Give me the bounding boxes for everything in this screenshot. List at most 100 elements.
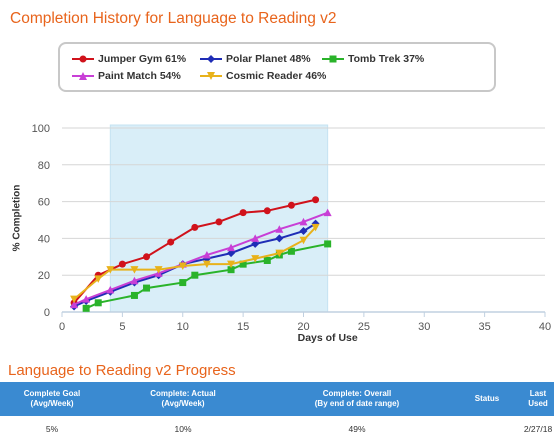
data-point	[191, 223, 199, 231]
completion-line-chart: 0 20 40 60 80 100 0 5 10 15 20 25 30 35 40 Days of Use	[32, 123, 551, 344]
legend-marker-triangle-down-icon	[200, 72, 222, 80]
y-tick-label: 20	[38, 270, 50, 282]
x-axis-title: Days of Use	[298, 332, 358, 344]
data-point	[130, 266, 139, 274]
y-tick-label: 100	[32, 123, 50, 135]
cell-status	[452, 416, 522, 442]
header-complete-overall: Complete: Overall (By end of date range)	[262, 382, 452, 416]
header-main: Complete Goal	[23, 389, 81, 398]
legend-label: Jumper Gym 61%	[98, 53, 187, 65]
y-tick-label: 80	[38, 160, 50, 172]
x-tick-label: 5	[119, 321, 125, 333]
data-point	[106, 266, 115, 274]
header-complete-actual: Complete: Actual (Avg/Week)	[104, 382, 262, 416]
data-point	[251, 255, 260, 263]
data-point	[227, 249, 236, 258]
series-line	[73, 226, 317, 300]
data-point	[130, 291, 138, 299]
header-complete-goal: Complete Goal (Avg/Week)	[0, 382, 104, 416]
data-point	[324, 240, 332, 248]
legend-label: Cosmic Reader 46%	[226, 70, 327, 82]
data-point	[70, 295, 79, 304]
header-main: Last	[529, 389, 547, 398]
header-status: Status	[452, 382, 522, 416]
x-tick-label: 25	[358, 321, 370, 333]
data-point	[202, 260, 211, 269]
data-point	[167, 238, 175, 246]
data-point	[275, 249, 284, 258]
data-point	[323, 208, 332, 217]
data-point	[227, 266, 235, 274]
header-sub: (Avg/Week)	[30, 399, 74, 408]
data-point	[215, 218, 223, 226]
data-point	[287, 247, 295, 255]
legend-marker-square-icon	[322, 55, 344, 63]
header-main: Complete: Actual	[150, 389, 216, 398]
legend-item-cosmic-reader[interactable]: Cosmic Reader 46%	[200, 70, 326, 82]
header-last-used: Last Used	[522, 382, 554, 416]
data-point	[94, 299, 102, 307]
data-point	[239, 260, 247, 268]
x-tick-label: 30	[418, 321, 430, 333]
header-sub: (Avg/Week)	[161, 399, 205, 408]
y-tick-label: 0	[44, 307, 50, 319]
data-point	[154, 266, 163, 274]
data-point	[191, 271, 199, 279]
data-point	[106, 285, 115, 294]
data-point	[179, 279, 187, 287]
data-point	[178, 262, 187, 270]
header-sub: (By end of date range)	[314, 399, 400, 408]
data-point	[118, 260, 126, 268]
cell-actual: 10%	[174, 424, 192, 434]
data-point	[299, 236, 308, 245]
data-point	[251, 234, 260, 242]
data-point	[82, 304, 90, 312]
header-main: Status	[474, 394, 500, 403]
legend-item-jumper-gym[interactable]: Jumper Gym 61%	[72, 53, 186, 65]
legend-item-tomb-trek[interactable]: Tomb Trek 37%	[322, 53, 424, 65]
data-point	[239, 209, 247, 217]
data-point	[202, 250, 211, 259]
data-point	[299, 217, 308, 226]
x-tick-label: 0	[59, 321, 65, 333]
x-tick-label: 15	[237, 321, 249, 333]
y-tick-label: 40	[38, 233, 50, 245]
progress-title: Language to Reading v2 Progress	[8, 362, 236, 379]
data-point	[227, 260, 236, 269]
header-sub: Used	[528, 399, 548, 408]
data-point	[275, 234, 284, 243]
x-tick-label: 20	[297, 321, 309, 333]
legend-marker-triangle-icon	[72, 72, 94, 80]
legend-label: Tomb Trek 37%	[348, 53, 425, 65]
legend-label: Polar Planet 48%	[226, 53, 311, 65]
data-point	[251, 239, 260, 248]
data-point	[299, 227, 308, 236]
data-point	[143, 253, 151, 261]
data-point	[227, 243, 236, 252]
series-line	[73, 211, 329, 306]
legend-label: Paint Match 54%	[98, 70, 181, 82]
data-point	[263, 207, 271, 215]
data-point	[70, 300, 79, 309]
data-point	[311, 223, 320, 232]
legend-item-polar-planet[interactable]: Polar Planet 48%	[200, 53, 311, 65]
header-main: Complete: Overall	[322, 389, 392, 398]
progress-table-header: Complete Goal (Avg/Week) Complete: Actua…	[0, 382, 554, 416]
legend-marker-diamond-icon	[200, 55, 222, 63]
cell-last-used: 2/27/18	[523, 424, 553, 434]
x-tick-label: 40	[539, 321, 551, 333]
history-title: Completion History for Language to Readi…	[10, 10, 337, 27]
legend-item-paint-match[interactable]: Paint Match 54%	[72, 70, 181, 82]
x-tick-label: 35	[479, 321, 491, 333]
table-row: 5% 10% 49% 2/27/18	[0, 416, 554, 442]
data-point	[94, 275, 103, 283]
data-point	[275, 225, 284, 233]
progress-table: Complete Goal (Avg/Week) Complete: Actua…	[0, 382, 554, 442]
data-point	[143, 284, 151, 292]
chart-legend: Jumper Gym 61% Polar Planet 48% Tomb Tre…	[58, 42, 496, 92]
cell-goal: 5%	[45, 424, 59, 434]
y-tick-label: 60	[38, 197, 50, 209]
legend-marker-circle-icon	[72, 55, 94, 63]
series-line	[73, 222, 317, 308]
data-point	[287, 201, 295, 209]
